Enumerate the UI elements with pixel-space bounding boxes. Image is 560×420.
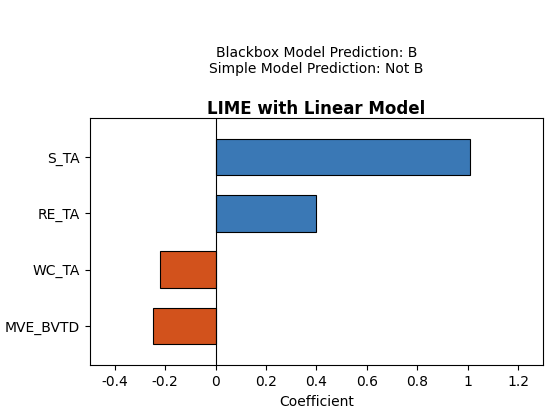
Text: Blackbox Model Prediction: B
Simple Model Prediction: Not B: Blackbox Model Prediction: B Simple Mode… xyxy=(209,46,423,76)
X-axis label: Coefficient: Coefficient xyxy=(279,395,354,409)
Bar xyxy=(160,251,216,288)
Bar xyxy=(216,195,316,232)
Bar xyxy=(216,139,470,175)
Bar xyxy=(152,308,216,344)
Title: LIME with Linear Model: LIME with Linear Model xyxy=(207,100,426,118)
